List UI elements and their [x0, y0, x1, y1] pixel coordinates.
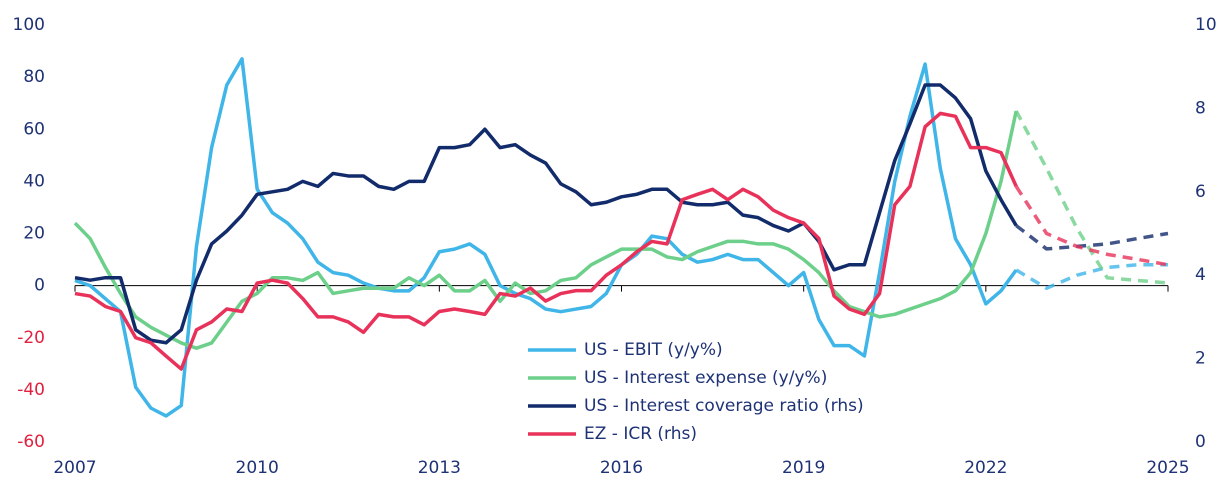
forecast-line — [1015, 263, 1168, 290]
y2-tick-label: 0 — [1195, 432, 1206, 452]
y2-tick-label: 2 — [1195, 349, 1206, 369]
y2-tick-label: 10 — [1195, 15, 1217, 35]
y-tick-label: 40 — [23, 171, 45, 191]
x-tick-label: 2013 — [418, 458, 461, 478]
series-line — [74, 83, 1018, 345]
x-tick-label: 2010 — [236, 458, 279, 478]
y-tick-label: -40 — [17, 380, 45, 400]
legend-label: US - EBIT (y/y%) — [584, 340, 723, 360]
forecast-line — [1014, 110, 1169, 285]
y-tick-label: 0 — [34, 276, 45, 296]
x-tick-label: 2007 — [53, 458, 96, 478]
y2-tick-label: 6 — [1195, 182, 1206, 202]
y-tick-label: 100 — [13, 15, 45, 35]
y-tick-label: -20 — [17, 328, 45, 348]
legend-label: US - Interest coverage ratio (rhs) — [584, 396, 864, 416]
y2-tick-label: 4 — [1195, 265, 1206, 285]
series-line — [74, 111, 1018, 371]
y-tick-label: -60 — [17, 432, 45, 452]
x-tick-label: 2016 — [600, 458, 643, 478]
forecast-line — [1014, 185, 1169, 267]
legend-label: EZ - ICR (rhs) — [584, 424, 697, 444]
y-tick-label: 60 — [23, 119, 45, 139]
y-tick-label: 80 — [23, 67, 45, 87]
forecast-line — [1015, 224, 1169, 251]
x-tick-label: 2025 — [1146, 458, 1189, 478]
y-tick-label: 20 — [23, 224, 45, 244]
y2-tick-label: 8 — [1195, 98, 1206, 118]
x-tick-label: 2019 — [782, 458, 825, 478]
legend-label: US - Interest expense (y/y%) — [584, 368, 827, 388]
series-line — [73, 110, 1018, 350]
series-line — [74, 57, 1018, 418]
x-tick-label: 2022 — [964, 458, 1007, 478]
